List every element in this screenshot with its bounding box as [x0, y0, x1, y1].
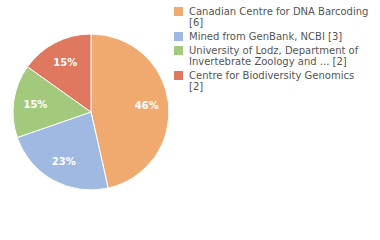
svg-text:23%: 23%: [52, 156, 76, 167]
html-text:Canadian Centre for DNA Barcod: Canadian Centre for DNA Barcoding [6]: [189, 6, 369, 28]
svg-text:15%: 15%: [53, 57, 77, 68]
html-text:Mined from GenBank, NCBI [3]: Mined from GenBank, NCBI [3]: [189, 31, 343, 42]
svg-text:15%: 15%: [23, 99, 47, 110]
svg-text:46%: 46%: [135, 100, 159, 111]
html-text:University of Lodz, Department: University of Lodz, Department of Invert…: [189, 45, 359, 67]
html-text:Centre for Biodiversity Genomi: Centre for Biodiversity Genomics [2]: [189, 70, 355, 92]
